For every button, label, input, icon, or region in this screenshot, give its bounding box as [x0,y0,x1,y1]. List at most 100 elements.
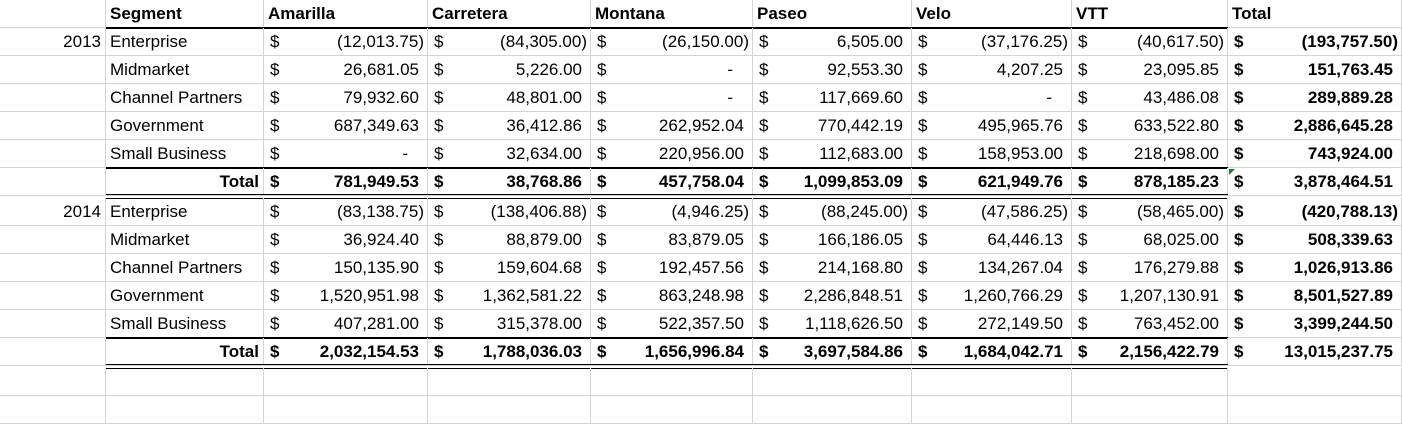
value-cell[interactable]: $ (83,138.75) [264,198,428,226]
header-velo[interactable]: Velo [912,0,1072,28]
value-cell[interactable]: $36,412.86 [428,112,591,140]
header-carretera[interactable]: Carretera [428,0,591,28]
value-cell[interactable]: $83,879.05 [591,226,753,254]
year-cell[interactable] [0,338,106,366]
row-total-cell[interactable]: $ (420,788.13) [1228,198,1402,226]
year-cell[interactable] [0,112,106,140]
header-amarilla[interactable]: Amarilla [264,0,428,28]
year-cell[interactable] [0,310,106,338]
grand-total-cell[interactable]: $13,015,237.75 [1228,338,1402,366]
value-cell[interactable]: $262,952.04 [591,112,753,140]
value-cell[interactable]: $1,260,766.29 [912,282,1072,310]
value-cell[interactable]: $ (4,946.25) [591,198,753,226]
value-cell[interactable]: $88,879.00 [428,226,591,254]
empty-cell[interactable] [428,396,591,424]
row-total-cell[interactable]: $1,026,913.86 [1228,254,1402,282]
value-cell[interactable]: $6,505.00 [753,28,912,56]
value-cell[interactable]: $1,207,130.91 [1072,282,1228,310]
row-total-cell[interactable]: $508,339.63 [1228,226,1402,254]
value-cell[interactable]: $863,248.98 [591,282,753,310]
segment-label[interactable]: Channel Partners [106,254,264,282]
value-cell[interactable]: $ - [591,84,753,112]
value-cell[interactable]: $763,452.00 [1072,310,1228,338]
empty-cell[interactable] [106,368,264,396]
value-cell[interactable]: $117,669.60 [753,84,912,112]
value-cell[interactable]: $192,457.56 [591,254,753,282]
year-cell[interactable]: 2014 [0,198,106,226]
grand-total-cell[interactable]: $3,697,584.86 [753,338,912,366]
value-cell[interactable]: $633,522.80 [1072,112,1228,140]
year-cell[interactable] [0,56,106,84]
value-cell[interactable]: $ - [912,84,1072,112]
value-cell[interactable]: $ (40,617.50) [1072,28,1228,56]
total-label[interactable]: Total [106,338,264,366]
row-total-cell[interactable]: $ (193,757.50) [1228,28,1402,56]
empty-cell[interactable] [753,396,912,424]
year-cell[interactable] [0,282,106,310]
grand-total-cell[interactable]: $38,768.86 [428,168,591,196]
empty-cell[interactable] [428,368,591,396]
value-cell[interactable]: $112,683.00 [753,140,912,168]
year-cell[interactable]: 2013 [0,28,106,56]
value-cell[interactable]: $ - [591,56,753,84]
year-cell[interactable] [0,168,106,196]
row-total-cell[interactable]: $3,399,244.50 [1228,310,1402,338]
value-cell[interactable]: $150,135.90 [264,254,428,282]
header-vtt[interactable]: VTT [1072,0,1228,28]
corner-cell[interactable] [0,0,106,28]
value-cell[interactable]: $495,965.76 [912,112,1072,140]
empty-cell[interactable] [912,396,1072,424]
year-cell[interactable] [0,140,106,168]
value-cell[interactable]: $1,118,626.50 [753,310,912,338]
grand-total-cell[interactable]: $1,788,036.03 [428,338,591,366]
value-cell[interactable]: $ (12,013.75) [264,28,428,56]
empty-cell[interactable] [1072,368,1228,396]
value-cell[interactable]: $220,956.00 [591,140,753,168]
empty-cell[interactable] [912,368,1072,396]
value-cell[interactable]: $1,362,581.22 [428,282,591,310]
value-cell[interactable]: $5,226.00 [428,56,591,84]
value-cell[interactable]: $ (88,245.00) [753,198,912,226]
empty-cell[interactable] [1228,396,1402,424]
empty-cell[interactable] [106,396,264,424]
value-cell[interactable]: $23,095.85 [1072,56,1228,84]
grand-total-cell[interactable]: $781,949.53 [264,168,428,196]
grand-total-cell[interactable]: $878,185.23 [1072,168,1228,196]
row-total-cell[interactable]: $2,886,645.28 [1228,112,1402,140]
empty-cell[interactable] [1228,368,1402,396]
segment-label[interactable]: Channel Partners [106,84,264,112]
segment-label[interactable]: Enterprise [106,28,264,56]
value-cell[interactable]: $770,442.19 [753,112,912,140]
grand-total-cell[interactable]: $621,949.76 [912,168,1072,196]
year-cell[interactable] [0,226,106,254]
row-total-cell[interactable]: $289,889.28 [1228,84,1402,112]
segment-label[interactable]: Midmarket [106,226,264,254]
value-cell[interactable]: $68,025.00 [1072,226,1228,254]
value-cell[interactable]: $176,279.88 [1072,254,1228,282]
value-cell[interactable]: $ (58,465.00) [1072,198,1228,226]
value-cell[interactable]: $272,149.50 [912,310,1072,338]
value-cell[interactable]: $92,553.30 [753,56,912,84]
value-cell[interactable]: $79,932.60 [264,84,428,112]
value-cell[interactable]: $ (47,586.25) [912,198,1072,226]
grand-total-cell[interactable]: $1,684,042.71 [912,338,1072,366]
value-cell[interactable]: $158,953.00 [912,140,1072,168]
value-cell[interactable]: $2,286,848.51 [753,282,912,310]
empty-cell[interactable] [591,368,753,396]
grand-total-cell[interactable]: $2,156,422.79 [1072,338,1228,366]
value-cell[interactable]: $ - [264,140,428,168]
value-cell[interactable]: $4,207.25 [912,56,1072,84]
grand-total-cell[interactable]: $2,032,154.53 [264,338,428,366]
grand-total-cell[interactable]: $457,758.04 [591,168,753,196]
segment-label[interactable]: Midmarket [106,56,264,84]
segment-label[interactable]: Government [106,282,264,310]
value-cell[interactable]: $64,446.13 [912,226,1072,254]
grand-total-cell[interactable]: $1,656,996.84 [591,338,753,366]
header-segment[interactable]: Segment [106,0,264,28]
value-cell[interactable]: $407,281.00 [264,310,428,338]
value-cell[interactable]: $ (37,176.25) [912,28,1072,56]
value-cell[interactable]: $159,604.68 [428,254,591,282]
value-cell[interactable]: $48,801.00 [428,84,591,112]
header-paseo[interactable]: Paseo [753,0,912,28]
empty-cell[interactable] [591,396,753,424]
